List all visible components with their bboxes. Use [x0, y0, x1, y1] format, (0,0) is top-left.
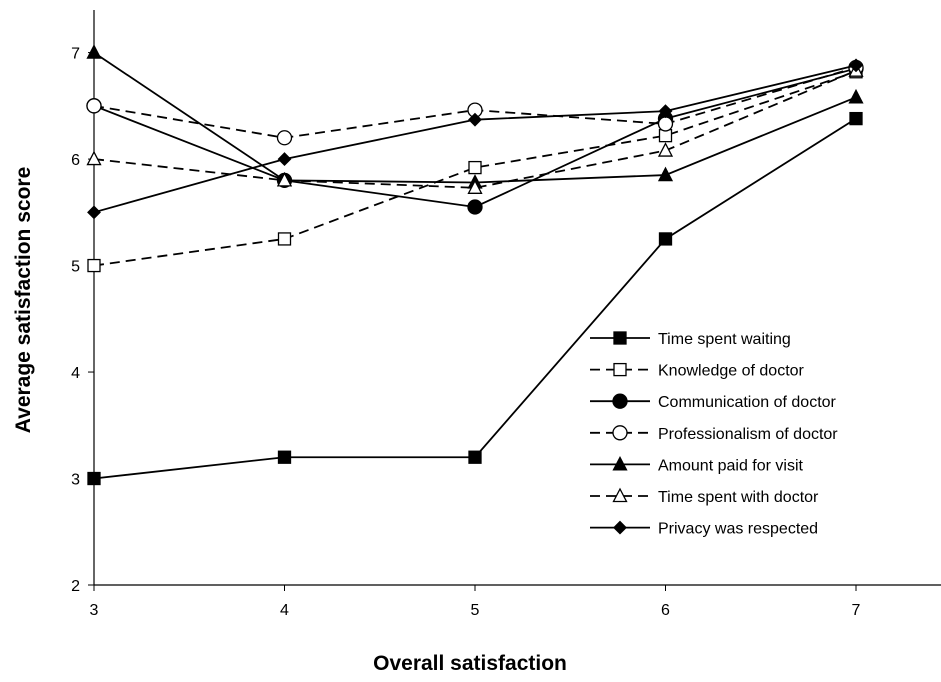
x-axis-title: Overall satisfaction	[373, 652, 567, 675]
legend-label: Amount paid for visit	[658, 457, 804, 474]
series-line	[93, 69, 857, 189]
data-point	[276, 130, 293, 146]
y-tick-label: 5	[71, 259, 80, 276]
y-tick-label: 6	[71, 152, 80, 169]
data-point	[657, 116, 674, 132]
legend-item: Time spent with doctor	[590, 487, 819, 506]
legend-item: Privacy was respected	[590, 521, 818, 538]
data-point	[87, 205, 101, 220]
data-point	[467, 179, 483, 194]
data-point	[468, 112, 482, 127]
legend-label: Knowledge of doctor	[658, 363, 805, 380]
y-tick-label: 2	[71, 578, 80, 595]
legend-marker	[612, 425, 628, 441]
data-point	[658, 104, 673, 119]
x-tick-label: 5	[471, 602, 480, 619]
legend-item: Communication of doctor	[590, 393, 837, 411]
legend-item: Professionalism of doctor	[590, 425, 838, 443]
data-point	[87, 471, 101, 486]
legend-label: Professionalism of doctor	[658, 426, 838, 443]
data-point	[87, 258, 101, 273]
data-point	[277, 450, 292, 464]
legend-marker	[613, 331, 627, 345]
data-point	[849, 111, 863, 126]
legend-item: Time spent waiting	[590, 331, 791, 348]
data-point	[277, 152, 292, 166]
data-point	[277, 232, 292, 246]
legend-marker	[612, 455, 628, 471]
y-axis-title: Average satisfaction score	[12, 167, 35, 434]
legend-marker	[613, 362, 627, 377]
data-point	[658, 232, 673, 246]
y-tick-label: 4	[71, 365, 80, 382]
legend-marker	[613, 520, 627, 535]
legend-item: Amount paid for visit	[590, 455, 804, 474]
x-tick-label: 3	[90, 602, 99, 619]
series-line	[93, 70, 857, 267]
legend-label: Communication of doctor	[658, 394, 837, 411]
legend-label: Privacy was respected	[658, 521, 818, 538]
x-tick-label: 4	[280, 602, 289, 619]
series-time-spent-waiting	[87, 111, 863, 486]
data-point	[276, 171, 293, 187]
data-point	[849, 58, 863, 73]
data-point	[468, 450, 482, 464]
x-tick-label: 6	[661, 602, 670, 619]
legend-item: Knowledge of doctor	[590, 363, 805, 380]
data-point	[86, 98, 102, 114]
y-tick-label: 3	[71, 472, 80, 489]
data-point	[468, 160, 482, 175]
data-point	[657, 166, 674, 182]
series-privacy-was-respected	[87, 58, 863, 220]
data-point	[657, 142, 674, 157]
series-professionalism-of-doctor	[86, 59, 864, 146]
x-tick-label: 7	[852, 602, 861, 619]
series-layer	[86, 44, 864, 486]
data-point	[86, 150, 102, 166]
data-point	[86, 44, 102, 59]
y-tick-label: 7	[71, 46, 80, 63]
legend-marker	[612, 393, 628, 409]
data-point	[467, 199, 483, 215]
legend-label: Time spent waiting	[658, 331, 791, 348]
legend: Time spent waiting Knowledge of doctor Com…	[590, 331, 838, 538]
legend-marker	[612, 487, 628, 503]
legend-label: Time spent with doctor	[658, 489, 819, 506]
data-point	[848, 88, 864, 104]
